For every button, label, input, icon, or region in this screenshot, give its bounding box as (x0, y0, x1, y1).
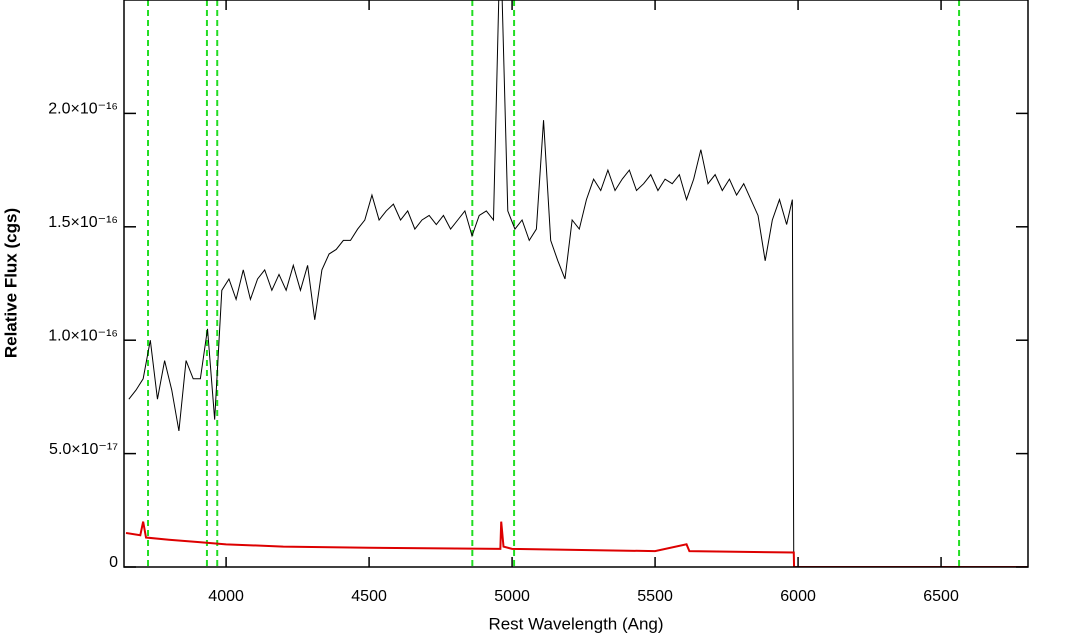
plot-frame (123, 0, 1029, 568)
y-tick-label: 1.5×10⁻¹⁶ (48, 214, 118, 231)
y-tick-label: 2.0×10⁻¹⁶ (48, 101, 118, 118)
y-tick-label: 5.0×10⁻¹⁷ (49, 441, 118, 458)
y-tick-label: 0 (109, 554, 118, 571)
x-tick-label: 6500 (923, 588, 959, 605)
x-axis-title: Rest Wavelength (Ang) (488, 614, 663, 633)
x-tick-label: 4000 (208, 588, 244, 605)
plot-area (125, 0, 1028, 567)
y-axis-title: Relative Flux (cgs) (1, 208, 20, 358)
x-tick-label: 4500 (351, 588, 387, 605)
x-tick-label: 6000 (780, 588, 816, 605)
x-tick-label: 5000 (494, 588, 530, 605)
x-tick-label: 5500 (637, 588, 673, 605)
y-tick-label: 1.0×10⁻¹⁶ (48, 327, 118, 344)
spectrum-line (128, 0, 1028, 567)
spectrum-line (125, 521, 1028, 567)
